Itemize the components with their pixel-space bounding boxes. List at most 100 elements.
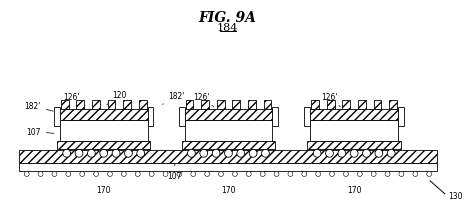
Circle shape xyxy=(225,150,232,157)
Circle shape xyxy=(107,172,113,177)
Circle shape xyxy=(63,150,71,157)
Bar xyxy=(310,120,398,142)
Circle shape xyxy=(358,172,362,177)
Text: 170: 170 xyxy=(96,185,111,194)
Bar xyxy=(88,150,95,157)
Bar xyxy=(123,101,131,109)
Text: 170: 170 xyxy=(347,185,361,194)
Bar xyxy=(139,101,146,109)
Bar xyxy=(389,101,397,109)
Circle shape xyxy=(363,150,371,157)
Bar xyxy=(358,101,366,109)
Circle shape xyxy=(262,150,269,157)
Bar xyxy=(19,151,437,163)
Circle shape xyxy=(24,172,29,177)
Circle shape xyxy=(200,150,208,157)
Circle shape xyxy=(121,172,126,177)
Circle shape xyxy=(75,150,83,157)
Bar xyxy=(311,101,319,109)
Bar xyxy=(388,150,395,157)
Circle shape xyxy=(385,172,390,177)
Circle shape xyxy=(135,172,140,177)
Circle shape xyxy=(52,172,57,177)
Bar xyxy=(107,101,115,109)
Bar xyxy=(182,142,275,150)
Text: 170: 170 xyxy=(221,185,236,194)
Bar xyxy=(342,101,350,109)
Text: 107: 107 xyxy=(167,163,182,181)
Circle shape xyxy=(125,150,133,157)
Bar xyxy=(57,142,151,150)
Bar xyxy=(307,142,401,150)
Bar xyxy=(232,101,240,109)
Circle shape xyxy=(350,150,358,157)
Bar xyxy=(54,107,60,126)
Circle shape xyxy=(80,172,85,177)
Circle shape xyxy=(237,150,245,157)
Circle shape xyxy=(112,150,120,157)
Circle shape xyxy=(163,172,168,177)
Text: 182': 182' xyxy=(163,91,185,105)
Text: 184: 184 xyxy=(217,23,238,33)
Bar xyxy=(186,101,193,109)
Bar xyxy=(363,150,370,157)
Bar xyxy=(63,150,70,157)
Bar xyxy=(351,150,358,157)
Bar xyxy=(125,150,132,157)
Bar xyxy=(147,107,153,126)
Circle shape xyxy=(288,172,293,177)
Circle shape xyxy=(191,172,196,177)
Bar xyxy=(339,150,345,157)
Bar xyxy=(185,120,272,142)
Circle shape xyxy=(371,172,376,177)
Circle shape xyxy=(387,150,395,157)
Text: 120: 120 xyxy=(106,90,126,105)
Bar xyxy=(248,101,256,109)
Circle shape xyxy=(149,172,154,177)
Text: 126': 126' xyxy=(63,92,85,106)
Circle shape xyxy=(100,150,107,157)
Circle shape xyxy=(249,150,257,157)
Bar xyxy=(225,150,232,157)
Bar xyxy=(327,101,335,109)
Bar xyxy=(179,107,185,126)
Text: 130: 130 xyxy=(448,191,462,200)
Bar xyxy=(375,150,382,157)
Bar xyxy=(264,101,272,109)
Circle shape xyxy=(66,172,71,177)
Circle shape xyxy=(38,172,43,177)
Bar xyxy=(100,150,107,157)
Circle shape xyxy=(399,172,404,177)
Bar xyxy=(314,150,320,157)
Bar xyxy=(137,150,144,157)
Circle shape xyxy=(260,172,265,177)
Bar xyxy=(185,109,272,120)
Bar xyxy=(398,107,404,126)
Text: 182': 182' xyxy=(24,102,53,112)
Bar xyxy=(92,101,100,109)
Bar xyxy=(201,101,209,109)
Circle shape xyxy=(137,150,145,157)
Bar xyxy=(238,150,244,157)
Bar xyxy=(113,150,120,157)
Text: FIG. 9A: FIG. 9A xyxy=(199,11,256,25)
Circle shape xyxy=(413,172,418,177)
Bar xyxy=(374,101,381,109)
Circle shape xyxy=(427,172,432,177)
Circle shape xyxy=(177,172,182,177)
Text: 126': 126' xyxy=(193,92,214,107)
Bar xyxy=(213,150,219,157)
Bar xyxy=(60,120,147,142)
Bar xyxy=(305,107,310,126)
Circle shape xyxy=(375,150,383,157)
Bar xyxy=(61,101,69,109)
Circle shape xyxy=(326,150,333,157)
Circle shape xyxy=(344,172,348,177)
Bar xyxy=(200,150,207,157)
Circle shape xyxy=(93,172,99,177)
Circle shape xyxy=(246,172,251,177)
Circle shape xyxy=(274,172,279,177)
Bar xyxy=(76,101,84,109)
Bar xyxy=(326,150,333,157)
Circle shape xyxy=(316,172,320,177)
